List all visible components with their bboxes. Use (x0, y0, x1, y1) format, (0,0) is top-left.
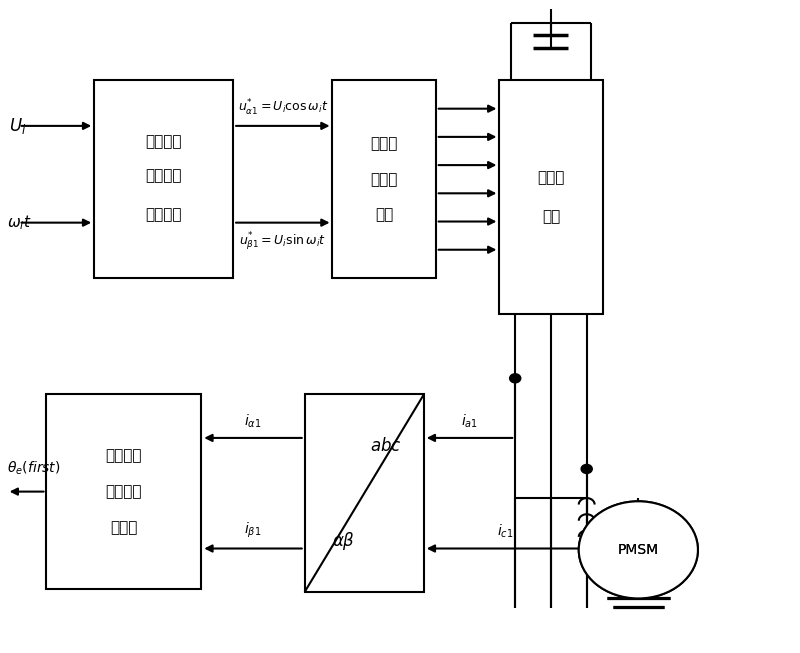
FancyBboxPatch shape (305, 394, 424, 592)
Circle shape (510, 374, 521, 383)
Text: $\omega_i t$: $\omega_i t$ (6, 214, 31, 232)
Text: $\theta_e(first)$: $\theta_e(first)$ (6, 460, 60, 477)
Text: $abc$: $abc$ (370, 437, 402, 455)
Circle shape (578, 502, 698, 598)
FancyBboxPatch shape (94, 80, 233, 278)
Circle shape (581, 464, 592, 473)
Text: 变器: 变器 (542, 209, 560, 224)
Text: $u_{\beta 1}^{*}=U_i\sin\omega_i t$: $u_{\beta 1}^{*}=U_i\sin\omega_i t$ (239, 231, 326, 253)
Text: $\alpha\beta$: $\alpha\beta$ (333, 530, 355, 552)
Circle shape (578, 502, 698, 598)
FancyBboxPatch shape (46, 394, 202, 589)
Text: PMSM: PMSM (618, 543, 659, 557)
Text: 三相逆: 三相逆 (538, 170, 565, 185)
Text: $i_{\beta 1}$: $i_{\beta 1}$ (244, 521, 262, 540)
Text: 获取转子: 获取转子 (106, 449, 142, 464)
Text: PMSM: PMSM (618, 543, 659, 557)
Text: $i_{\alpha 1}$: $i_{\alpha 1}$ (244, 412, 262, 430)
Text: 磁极位置: 磁极位置 (106, 484, 142, 499)
Text: $i_{c1}$: $i_{c1}$ (497, 522, 514, 540)
Text: 调制: 调制 (375, 207, 394, 222)
Text: $i_{a1}$: $i_{a1}$ (461, 412, 478, 430)
FancyBboxPatch shape (333, 80, 436, 278)
Text: 标系变换: 标系变换 (146, 207, 182, 222)
FancyBboxPatch shape (499, 80, 602, 313)
Text: 到直角坐: 到直角坐 (146, 168, 182, 183)
Text: 量脉宽: 量脉宽 (370, 172, 398, 187)
Text: 极坐标系: 极坐标系 (146, 134, 182, 149)
Text: 初判值: 初判值 (110, 520, 138, 535)
Text: $u_{\alpha 1}^{*}=U_i\cos\omega_i t$: $u_{\alpha 1}^{*}=U_i\cos\omega_i t$ (238, 98, 328, 118)
Text: 空间矢: 空间矢 (370, 136, 398, 151)
Text: $U_i$: $U_i$ (9, 116, 26, 136)
